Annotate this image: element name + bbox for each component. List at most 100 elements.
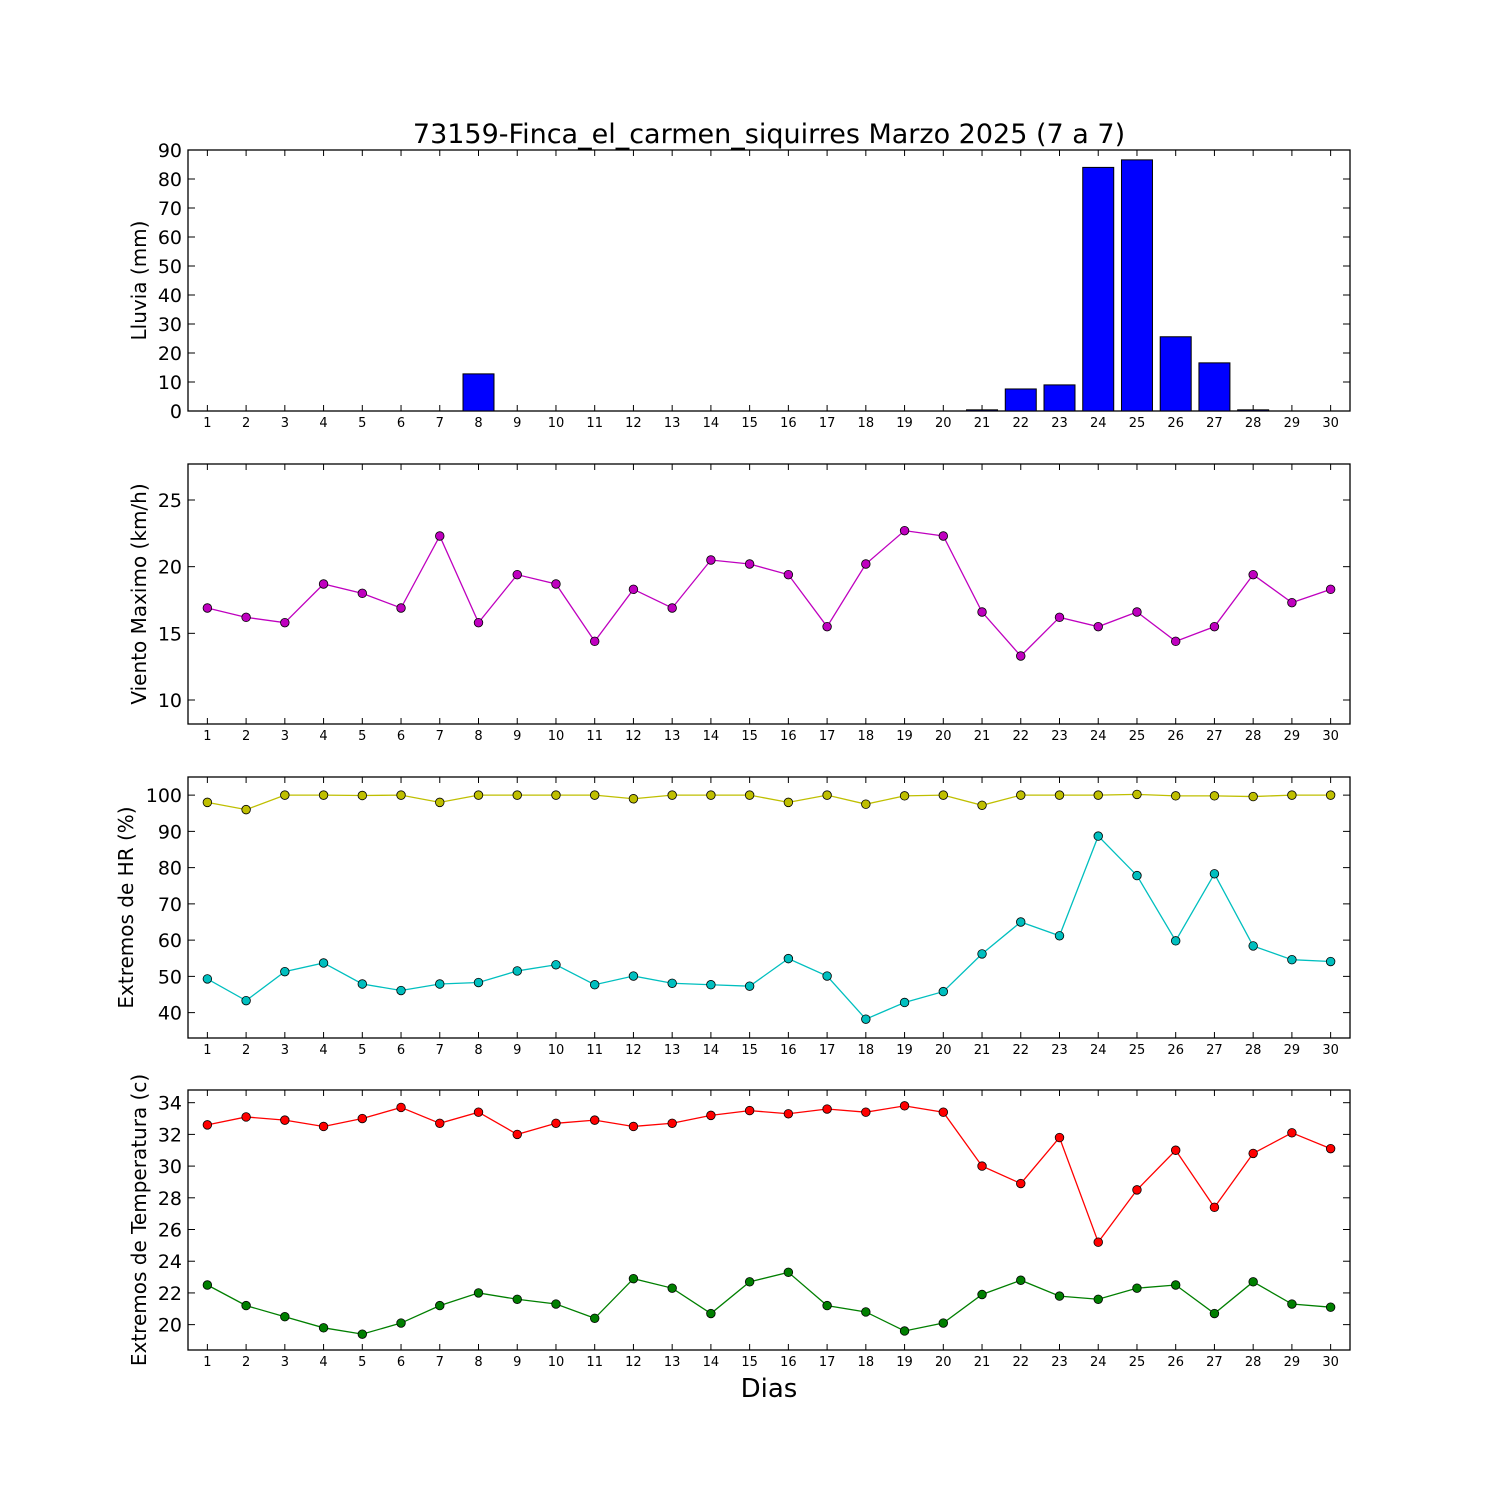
humidity-series-1-point bbox=[590, 980, 600, 990]
temperature-series-0-point bbox=[241, 1112, 251, 1122]
humidity-ytick-label: 60 bbox=[158, 930, 182, 952]
humidity-series-0-point bbox=[1016, 790, 1026, 800]
humidity-ytick-label: 40 bbox=[158, 1003, 182, 1025]
temperature-xtick-label: 18 bbox=[858, 1355, 875, 1370]
rain-bar bbox=[1043, 384, 1076, 412]
wind-plot-frame bbox=[187, 463, 1351, 725]
rain-ytick-label: 90 bbox=[158, 140, 182, 162]
wind-series-0-point bbox=[1325, 584, 1336, 595]
temperature-series-0-point bbox=[861, 1107, 871, 1117]
wind-series-0-point bbox=[280, 617, 290, 628]
humidity-xtick-label: 9 bbox=[513, 1043, 521, 1058]
humidity-series-1-point bbox=[1209, 869, 1220, 879]
humidity-xtick-label: 1 bbox=[203, 1043, 211, 1058]
wind-xtick-label: 25 bbox=[1129, 729, 1146, 744]
rain-bar bbox=[966, 409, 999, 412]
rain-ytick-label: 30 bbox=[158, 314, 182, 336]
rain-xtick-label: 28 bbox=[1245, 416, 1262, 431]
humidity-series-0-point bbox=[202, 797, 213, 808]
wind-xtick-label: 5 bbox=[358, 729, 366, 744]
rain-ytick-label: 80 bbox=[158, 169, 182, 191]
humidity-series-1-point bbox=[899, 997, 910, 1008]
wind-xtick-label: 14 bbox=[703, 729, 720, 744]
humidity-series-0-point bbox=[977, 800, 987, 810]
temperature-ytick-label: 32 bbox=[158, 1124, 182, 1146]
rain-xtick-label: 3 bbox=[281, 416, 289, 431]
temperature-series-1-point bbox=[1054, 1291, 1065, 1301]
rain-xtick-label: 27 bbox=[1206, 416, 1223, 431]
rain-ytick-label: 10 bbox=[158, 372, 182, 394]
temperature-xtick-label: 12 bbox=[625, 1355, 642, 1370]
rain-xtick-label: 29 bbox=[1284, 416, 1301, 431]
wind-y-axis-label: Viento Maximo (km/h) bbox=[127, 483, 151, 704]
humidity-series-1-point bbox=[280, 966, 290, 977]
temperature-series-1-point bbox=[280, 1312, 290, 1322]
humidity-xtick-label: 8 bbox=[474, 1043, 482, 1058]
wind-series-0-point bbox=[628, 584, 639, 595]
temperature-ytick-label: 30 bbox=[158, 1156, 182, 1178]
humidity-series-0-point bbox=[473, 790, 484, 800]
wind-xtick-label: 3 bbox=[281, 729, 289, 744]
humidity-series-1-point bbox=[706, 980, 716, 990]
temperature-series-1-point bbox=[1325, 1302, 1336, 1312]
wind-xtick-label: 17 bbox=[819, 729, 836, 744]
wind-xtick-label: 30 bbox=[1322, 729, 1339, 744]
humidity-xtick-label: 10 bbox=[548, 1043, 565, 1058]
temperature-xtick-label: 29 bbox=[1284, 1355, 1301, 1370]
humidity-series-0-point bbox=[396, 790, 406, 800]
humidity-series-0-point bbox=[628, 794, 639, 804]
temperature-series-0-point bbox=[977, 1161, 987, 1171]
temperature-xtick-label: 27 bbox=[1206, 1355, 1223, 1370]
wind-series-0-point bbox=[318, 579, 329, 589]
temperature-series-0-point bbox=[938, 1107, 949, 1117]
temperature-series-0-point bbox=[1248, 1148, 1258, 1159]
temperature-series-0-point bbox=[1325, 1143, 1336, 1154]
temperature-series-0-point bbox=[1170, 1145, 1181, 1155]
temperature-series-0-point bbox=[822, 1104, 832, 1114]
temperature-series-0-point bbox=[435, 1118, 445, 1128]
wind-series-0-point bbox=[861, 559, 871, 569]
wind-series-0-point bbox=[357, 588, 368, 599]
wind-xtick-label: 12 bbox=[625, 729, 642, 744]
wind-series-0-point bbox=[1248, 569, 1258, 580]
humidity-series-1-point bbox=[435, 979, 445, 989]
humidity-series-1-point bbox=[822, 971, 832, 981]
rain-xtick-label: 30 bbox=[1322, 416, 1339, 431]
wind-xtick-label: 22 bbox=[1012, 729, 1029, 744]
rain-ytick-label: 40 bbox=[158, 285, 182, 307]
temperature-ytick-label: 24 bbox=[158, 1251, 182, 1273]
wind-xtick-label: 20 bbox=[935, 729, 952, 744]
humidity-xtick-label: 13 bbox=[664, 1043, 681, 1058]
rain-xtick-label: 8 bbox=[474, 416, 482, 431]
wind-series-0-point bbox=[435, 531, 445, 541]
temperature-series-0-point bbox=[396, 1102, 406, 1113]
temperature-series-0-point bbox=[318, 1121, 329, 1132]
wind-xtick-label: 21 bbox=[974, 729, 991, 744]
humidity-y-axis-label: Extremos de HR (%) bbox=[114, 806, 138, 1008]
temperature-series-0-point bbox=[667, 1118, 677, 1128]
rain-ytick-label: 20 bbox=[158, 343, 182, 365]
rain-plot-frame bbox=[187, 149, 1351, 412]
rain-xtick-label: 9 bbox=[513, 416, 521, 431]
temperature-series-1-point bbox=[396, 1318, 406, 1328]
temperature-series-0-point bbox=[899, 1101, 910, 1111]
humidity-xtick-label: 11 bbox=[586, 1043, 603, 1058]
temperature-series-1-point bbox=[1209, 1308, 1220, 1319]
rain-ytick-label: 60 bbox=[158, 227, 182, 249]
rain-xtick-label: 24 bbox=[1090, 416, 1107, 431]
temperature-xtick-label: 7 bbox=[436, 1355, 444, 1370]
temperature-series-1-point bbox=[590, 1313, 600, 1323]
humidity-series-line-0 bbox=[207, 793, 1331, 811]
wind-xtick-label: 29 bbox=[1284, 729, 1301, 744]
temperature-xtick-label: 20 bbox=[935, 1355, 952, 1370]
wind-series-0-point bbox=[202, 603, 213, 613]
rain-bar bbox=[1004, 388, 1037, 412]
rain-xtick-label: 16 bbox=[780, 416, 797, 431]
humidity-xtick-label: 21 bbox=[974, 1043, 991, 1058]
temperature-series-1-point bbox=[512, 1294, 522, 1304]
temperature-series-1-point bbox=[977, 1289, 987, 1300]
temperature-series-0-point bbox=[1209, 1202, 1220, 1213]
humidity-xtick-label: 27 bbox=[1206, 1043, 1223, 1058]
